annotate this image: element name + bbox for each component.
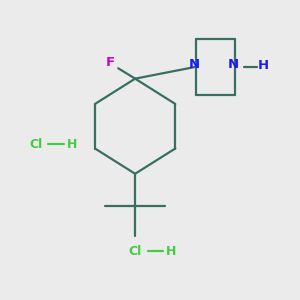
Text: N: N	[189, 58, 200, 71]
Text: H: H	[166, 244, 177, 258]
Text: Cl: Cl	[128, 244, 142, 258]
Text: Cl: Cl	[29, 138, 42, 151]
Text: F: F	[106, 56, 115, 69]
Text: N: N	[228, 58, 239, 71]
Text: H: H	[67, 138, 77, 151]
Text: H: H	[258, 59, 269, 72]
